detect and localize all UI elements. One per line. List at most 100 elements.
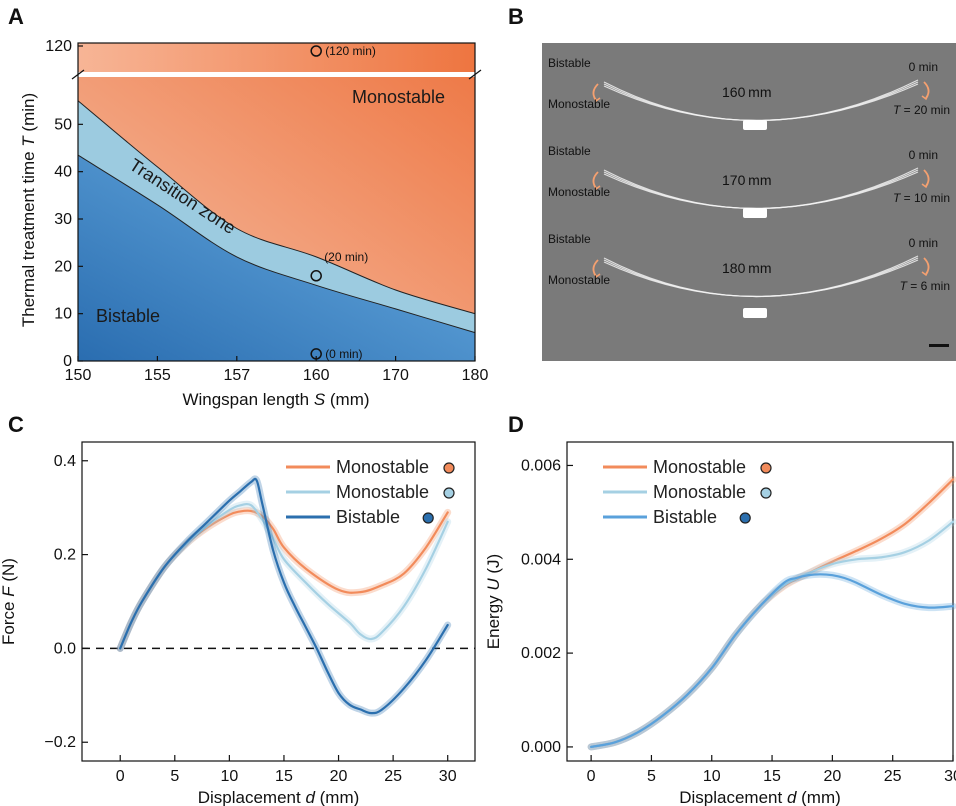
- legend-entry: Bistable: [653, 507, 717, 527]
- monostable-label: Monostable: [352, 87, 445, 107]
- y-tick-label: 10: [54, 306, 72, 323]
- series-line: [590, 478, 955, 748]
- x-tick-label: 15: [275, 768, 293, 785]
- bistable-label: Bistable: [96, 306, 160, 326]
- photo-row: Bistable Monostable 170 mm 0 min T = 10 min: [548, 144, 950, 218]
- x-tick-label: 25: [884, 768, 902, 785]
- panel-letter-a: A: [8, 4, 24, 29]
- bistable-state-label: Bistable: [548, 144, 591, 158]
- y-tick-label: −0.2: [44, 734, 76, 751]
- x-tick-label: 157: [223, 367, 250, 384]
- left-arrowhead-icon: [593, 184, 601, 191]
- series-confidence-band: [587, 518, 956, 751]
- lower-boundary: [77, 154, 476, 334]
- y-tick-label: 0.000: [521, 739, 561, 756]
- wingspan-label: 160 mm: [722, 84, 772, 100]
- x-tick-label: 25: [384, 768, 402, 785]
- sample-point-label: (120 min): [325, 44, 376, 58]
- x-tick-label: 0: [116, 768, 125, 785]
- sample-body: [743, 208, 767, 218]
- axis-break-gap: [78, 72, 475, 77]
- y-tick-label: 0: [63, 353, 72, 370]
- plot-frame: [566, 441, 954, 762]
- x-tick-label: 5: [647, 768, 656, 785]
- legend-marker: [422, 512, 434, 524]
- y-tick-label: 30: [54, 211, 72, 228]
- initial-time-label: 0 min: [909, 60, 938, 74]
- sample-point: [310, 348, 322, 360]
- series-confidence-band: [587, 570, 956, 751]
- x-tick-label: 5: [170, 768, 179, 785]
- x-axis-label: Displacement d (mm): [679, 788, 841, 806]
- sample-body: [743, 308, 767, 318]
- legend-marker: [443, 487, 455, 499]
- x-tick-label: 170: [382, 367, 409, 384]
- y-tick-label: 120: [45, 38, 72, 55]
- legend-entry: Monostable: [653, 482, 746, 502]
- energy-chart: 0 5 10 15 20 25 30 0.000 0.002 0.004 0.006 Monostab…: [484, 441, 956, 806]
- y-tick-label: 0.006: [521, 457, 561, 474]
- right-arrowhead-icon: [921, 270, 929, 277]
- top-band: [78, 43, 475, 73]
- y-tick-label: 20: [54, 258, 72, 275]
- y-tick-label: 40: [54, 164, 72, 181]
- left-arrowhead-icon: [593, 96, 601, 103]
- phase-diagram: 150 155 157 160 170 180 0 10 20 30 40 50 120 (120 mi…: [19, 38, 488, 409]
- legend-marker: [760, 487, 772, 499]
- plot-frame: [81, 441, 476, 762]
- initial-time-label: 0 min: [909, 236, 938, 250]
- legend-entry: Monostable: [336, 457, 429, 477]
- y-axis-label: Force F (N): [0, 558, 18, 645]
- wingspan-label: 180 mm: [722, 260, 772, 276]
- legend-entry: Monostable: [653, 457, 746, 477]
- treatment-time-label: T = 6 min: [900, 279, 950, 293]
- x-tick-label: 160: [303, 367, 330, 384]
- upper-boundary: [77, 100, 476, 315]
- wing-strip: [603, 259, 919, 298]
- plot-frame: [77, 42, 476, 362]
- sample-point-label: (0 min): [325, 347, 362, 361]
- y-tick-label: 0.4: [54, 453, 76, 470]
- axis-ticks: 150 155 157 160 170 180 0 10 20 30 40 50 120: [45, 38, 488, 384]
- sample-point-label: (20 min): [324, 250, 368, 264]
- legend-marker: [443, 462, 455, 474]
- x-tick-label: 10: [703, 768, 721, 785]
- sample-body: [743, 120, 767, 130]
- x-axis-label: Wingspan length S (mm): [182, 390, 369, 409]
- panel-letter-c: C: [8, 412, 24, 437]
- y-tick-label: 0.004: [521, 551, 561, 568]
- panel-letter-d: D: [508, 412, 524, 437]
- x-tick-label: 155: [144, 367, 171, 384]
- y-tick-label: 0.2: [54, 547, 76, 564]
- scale-bar: [929, 344, 949, 347]
- left-arrowhead-icon: [593, 272, 601, 279]
- bistable-region: [78, 155, 475, 361]
- right-arrowhead-icon: [921, 94, 929, 101]
- x-tick-label: 0: [587, 768, 596, 785]
- sample-point: [310, 270, 322, 282]
- legend-marker: [760, 462, 772, 474]
- x-tick-label: 30: [439, 768, 457, 785]
- wingspan-label: 170 mm: [722, 172, 772, 188]
- sample-point: [310, 45, 322, 57]
- initial-time-label: 0 min: [909, 148, 938, 162]
- axis-break-left: [71, 69, 85, 80]
- monostable-state-label: Monostable: [548, 185, 610, 199]
- treatment-time-label: T = 10 min: [893, 191, 950, 205]
- sample-points: (120 min) (20 min) (0 min): [310, 44, 376, 361]
- y-tick-label: 50: [54, 116, 72, 133]
- right-arrowhead-icon: [921, 182, 929, 189]
- x-tick-label: 15: [763, 768, 781, 785]
- x-axis-label: Displacement d (mm): [198, 788, 360, 806]
- y-tick-label: 0.002: [521, 645, 561, 662]
- y-axis-label: Energy U (J): [484, 554, 503, 649]
- bistable-state-label: Bistable: [548, 56, 591, 70]
- legend-marker: [739, 512, 751, 524]
- series-line: [590, 573, 955, 748]
- monostable-state-label: Monostable: [548, 273, 610, 287]
- force-chart: 0 5 10 15 20 25 30 −0.2 0.0 0.2 0.4 Monostable Monos…: [0, 441, 476, 806]
- monostable-state-label: Monostable: [548, 97, 610, 111]
- legend-entry: Monostable: [336, 482, 429, 502]
